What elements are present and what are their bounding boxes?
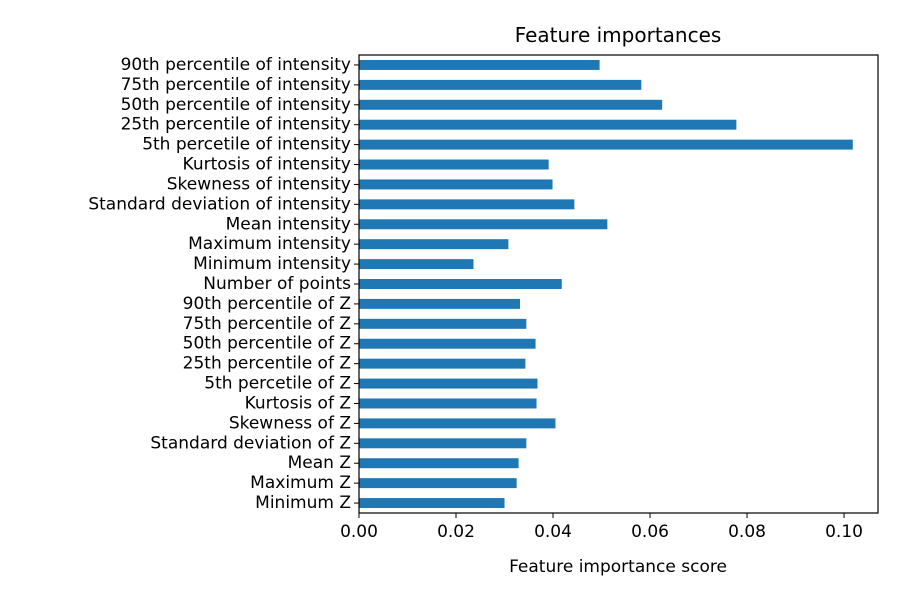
bar: [359, 298, 521, 309]
x-tick-label: 0.10: [825, 522, 863, 542]
y-tick-label: 50th percentile of intensity: [121, 95, 351, 115]
y-tick-label: 75th percentile of Z: [183, 314, 351, 334]
y-tick-label: Maximum Z: [250, 473, 351, 493]
y-tick-label: 90th percentile of intensity: [121, 55, 351, 75]
x-axis-label: Feature importance score: [509, 557, 727, 577]
y-tick-label: Number of points: [203, 274, 351, 294]
bar: [359, 179, 553, 190]
bar: [359, 79, 642, 90]
y-tick-label: Standard deviation of intensity: [88, 194, 351, 214]
bar: [359, 199, 575, 210]
bars-group: [359, 59, 853, 509]
y-tick-label: Skewness of Z: [229, 413, 351, 433]
y-tick-label: 25th percentile of intensity: [121, 115, 351, 135]
bar: [359, 239, 509, 250]
bar: [359, 279, 562, 289]
bar: [359, 139, 853, 150]
bar: [359, 59, 600, 70]
y-tick-label: 50th percentile of Z: [183, 334, 351, 354]
bar: [359, 418, 556, 429]
x-tick-label: 0.08: [728, 522, 766, 542]
y-tick-label: 90th percentile of Z: [183, 294, 351, 314]
bar: [359, 378, 538, 389]
y-tick-label: Kurtosis of Z: [245, 393, 351, 413]
bar: [359, 458, 519, 469]
y-tick-label: Kurtosis of intensity: [183, 155, 351, 175]
bar: [359, 119, 737, 130]
y-tick-label: Minimum Z: [255, 493, 351, 513]
y-tick-label: 25th percentile of Z: [183, 354, 351, 374]
y-tick-label: 75th percentile of intensity: [121, 75, 351, 95]
x-tick-label: 0.04: [534, 522, 572, 542]
y-tick-label: Maximum intensity: [188, 234, 351, 254]
y-tick-label: Minimum intensity: [193, 254, 351, 274]
bar: [359, 99, 663, 110]
y-tick-label: Standard deviation of Z: [150, 433, 351, 453]
bar: [359, 318, 527, 329]
bar: [359, 159, 549, 170]
x-tick-label: 0.00: [340, 522, 378, 542]
y-tick-label: Skewness of intensity: [167, 174, 351, 194]
y-tick-label: Mean Z: [288, 453, 351, 473]
y-tick-label: 5th percetile of Z: [204, 374, 351, 394]
bar: [359, 438, 527, 449]
chart-title: Feature importances: [515, 23, 722, 47]
bar: [359, 398, 537, 409]
x-axis-ticks: 0.00 0.02 0.04 0.06 0.08 0.10: [340, 513, 863, 542]
x-tick-label: 0.06: [631, 522, 669, 542]
x-tick-label: 0.02: [437, 522, 475, 542]
y-tick-label: 5th percetile of intensity: [142, 135, 351, 155]
y-tick-label: Mean intensity: [226, 214, 351, 234]
bar: [359, 358, 526, 369]
bar: [359, 478, 517, 489]
bar: [359, 498, 505, 509]
plot-frame: [358, 54, 879, 514]
bar: [359, 219, 608, 230]
bar: [359, 338, 536, 349]
bar: [359, 259, 474, 270]
